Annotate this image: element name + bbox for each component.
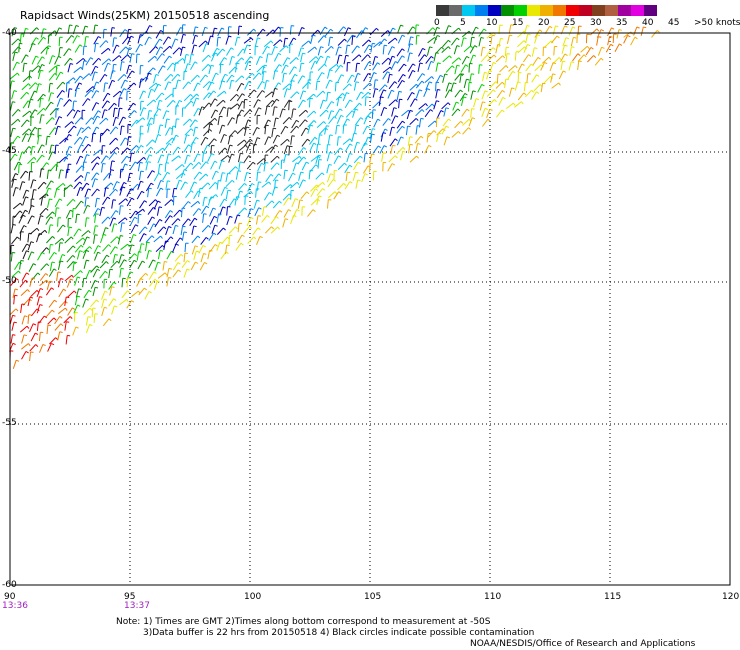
legend-swatch [644,5,657,16]
legend-label: 0 [434,18,440,28]
legend-swatch [553,5,566,16]
legend-swatch [579,5,592,16]
legend-swatch [605,5,618,16]
lat-label-50: -50 [2,276,17,286]
legend-swatch [449,5,462,16]
legend-label: 10 [486,18,498,28]
legend-label: 15 [512,18,524,28]
legend-labels: 0 5 10 15 20 25 30 35 40 45 >50 knots [434,16,740,28]
legend-label: 30 [590,18,602,28]
lon-label-110: 110 [484,592,502,602]
lon-label-90: 90 [4,592,16,602]
legend-label: 20 [538,18,550,28]
legend-swatch [514,5,527,16]
map-title: Rapidsact Winds(25KM) 20150518 ascending [20,9,270,22]
legend-swatch [618,5,631,16]
lat-label-45: -45 [2,146,17,156]
wind-barbs [9,24,660,369]
legend-swatch [631,5,644,16]
lon-label-120: 120 [722,592,740,602]
lon-label-100: 100 [244,592,262,602]
map-frame [9,32,731,586]
lon-label-95: 95 [124,592,136,602]
time-label-1: 13:36 [2,601,28,611]
legend-swatch [462,5,475,16]
note-line-2: 3)Data buffer is 22 hrs from 20150518 4)… [143,628,535,638]
legend-label: 25 [564,18,576,28]
wind-speed-legend: 0 5 10 15 20 25 30 35 40 45 >50 knots [434,5,740,28]
legend-swatch [566,5,579,16]
legend-label: 5 [460,18,466,28]
lat-label-60: -60 [2,580,17,590]
legend-label: 40 [642,18,654,28]
legend-swatch [436,5,449,16]
lat-label-55: -55 [2,418,17,428]
time-label-2: 13:37 [124,601,150,611]
legend-label: 35 [616,18,628,28]
legend-swatch [475,5,488,16]
note-line-1: Note: 1) Times are GMT 2)Times along bot… [116,617,491,627]
legend-swatch [501,5,514,16]
legend-swatch [488,5,501,16]
legend-swatch [540,5,553,16]
lon-label-115: 115 [604,592,622,602]
color-scale [436,5,657,16]
lon-label-105: 105 [364,592,382,602]
legend-label: 45 [668,18,680,28]
legend-label: >50 knots [694,18,740,28]
legend-swatch [527,5,540,16]
lat-label-40: -40 [2,28,17,38]
legend-swatch [592,5,605,16]
note-line-3: NOAA/NESDIS/Office of Research and Appli… [470,639,696,649]
